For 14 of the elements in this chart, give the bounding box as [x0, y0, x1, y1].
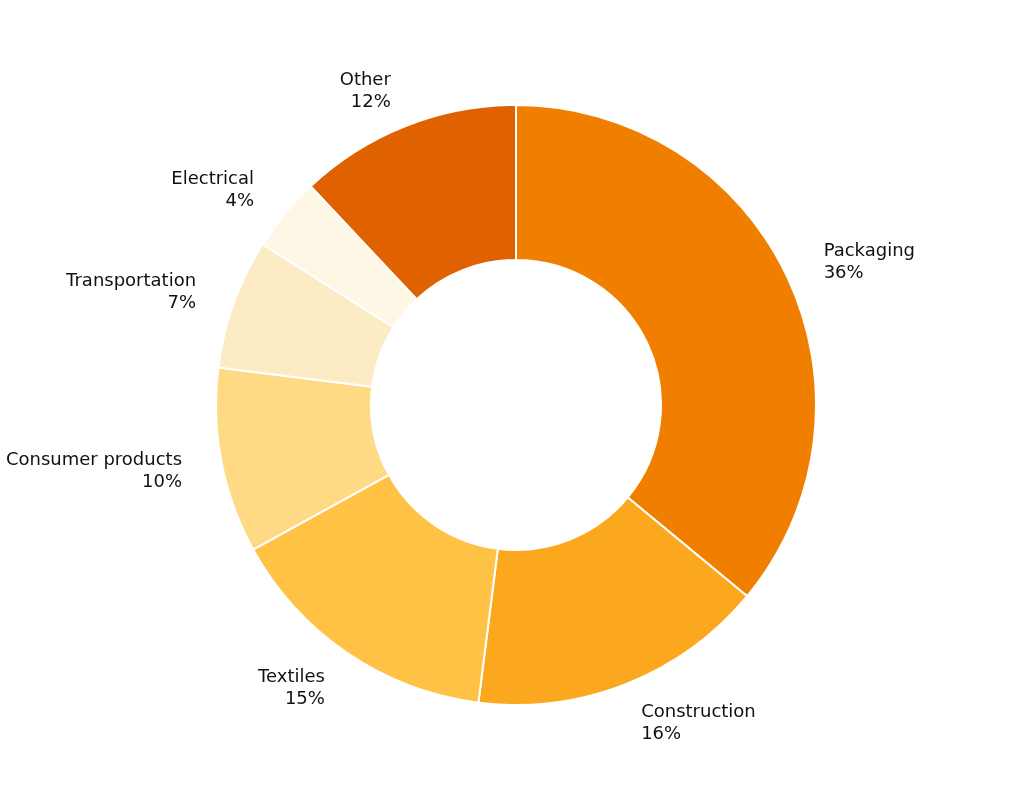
slice-label: Consumer products	[5, 447, 183, 469]
data-label: 36%	[823, 261, 864, 283]
data-label: 7%	[167, 290, 197, 312]
slice-label: Packaging	[823, 239, 916, 261]
data-label: 12%	[350, 89, 391, 111]
data-label: 10%	[142, 469, 183, 491]
slice-label: Construction	[641, 700, 756, 722]
slice-label: Other	[339, 67, 392, 89]
slice-label: Textiles	[257, 665, 325, 687]
slice-label: Transportation	[65, 268, 197, 290]
slice-label: Electrical	[171, 167, 255, 189]
data-label: 16%	[641, 722, 682, 744]
data-label: 15%	[284, 687, 325, 709]
data-label: 4%	[225, 189, 255, 211]
